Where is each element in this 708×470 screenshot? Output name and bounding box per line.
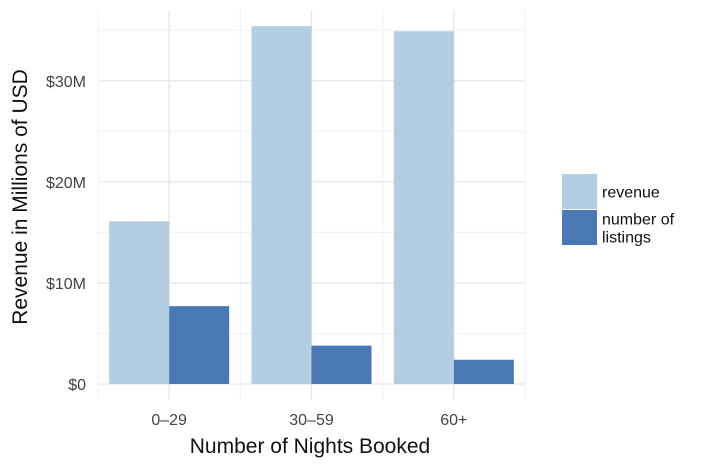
legend-label-line: listings [602,230,651,247]
legend: revenue number of listings [562,174,675,247]
y-tick-label: $30M [46,74,86,91]
bars [109,26,514,385]
bar-revenue [109,221,170,384]
x-tick-label: 0–29 [151,412,187,429]
x-axis-title: Number of Nights Booked [190,435,430,458]
y-tick-label: $20M [46,175,86,192]
legend-key [562,210,597,245]
x-tick-label: 30–59 [289,412,334,429]
bar-number-of-listings [169,306,230,384]
legend-label-line: number of [602,212,675,229]
x-tick-label: 60+ [440,412,467,429]
y-axis-ticks: $0 $10M $20M $30M [46,74,86,394]
bar-number-of-listings [453,359,514,384]
y-tick-label: $10M [46,276,86,293]
legend-label: revenue [602,185,660,202]
bar-revenue [251,26,312,384]
y-axis-title: Revenue in Millions of USD [9,69,32,325]
legend-key [562,174,597,209]
legend-label-line: revenue [602,185,660,202]
y-tick-label: $0 [68,377,86,394]
x-axis-ticks: 0–29 30–59 60+ [151,412,467,429]
legend-label: number of listings [602,212,675,247]
bar-revenue [393,31,454,385]
bar-number-of-listings [311,345,372,384]
